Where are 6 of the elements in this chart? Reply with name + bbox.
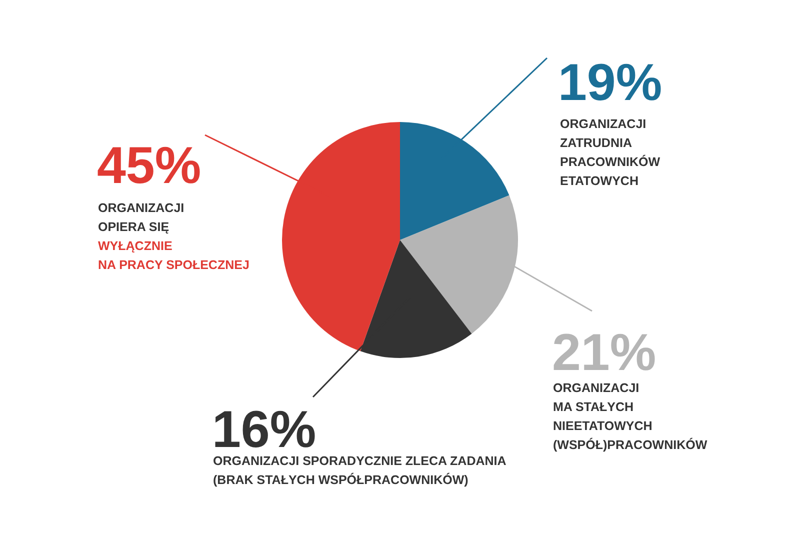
slice-label: ORGANIZACJI ZATRUDNIA PRACOWNIKÓW ETATOWYCH [560,117,660,188]
data-label: 45% [97,137,202,195]
slice-label: ORGANIZACJI MA STAŁYCH NIEETATOWYCH (WSPÓŁ)PRACOWNIKÓW [553,381,708,452]
data-label: 21% [552,324,656,382]
slice-label: ORGANIZACJI OPIERA SIĘ WYŁĄCZNIE NA PRACY SPOŁECZNEJ [98,201,250,272]
data-label: 19% [558,54,662,112]
